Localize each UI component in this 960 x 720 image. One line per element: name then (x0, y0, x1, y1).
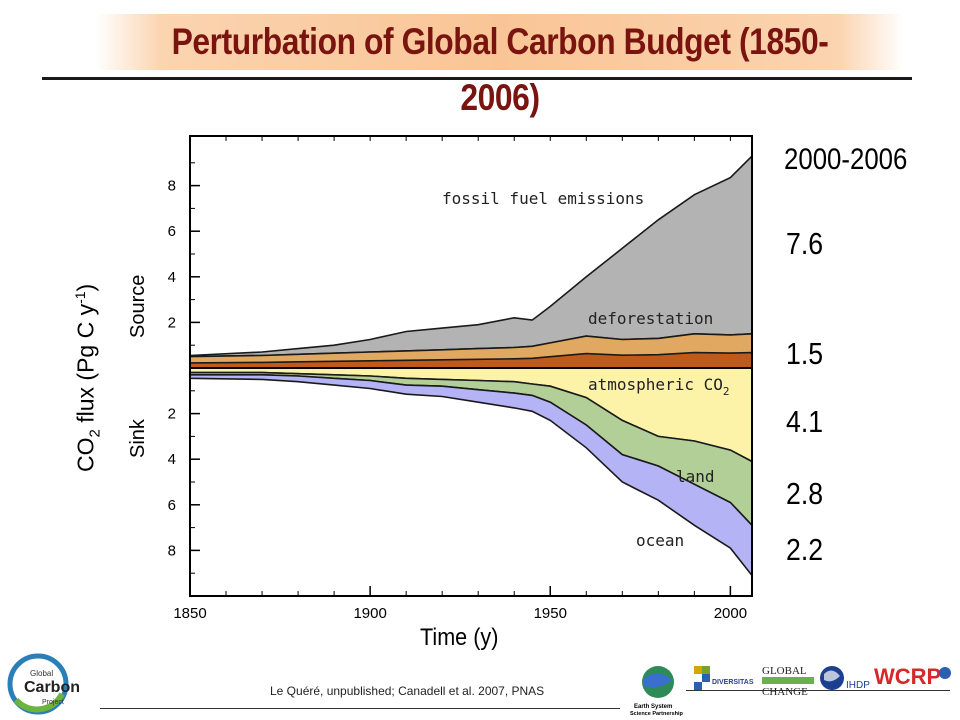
value-fossil: 7.6 (786, 226, 824, 261)
value-ocean: 2.2 (786, 532, 824, 567)
title-underline (42, 77, 912, 80)
essp-logo: Earth System Science Partnership (630, 666, 684, 717)
svg-text:Global: Global (30, 669, 53, 678)
value-land: 2.8 (786, 476, 824, 511)
ihdp-logo: IHDP (820, 666, 870, 691)
chart-areas (189, 154, 753, 578)
y-source-tick-label: 4 (168, 269, 176, 286)
plot-border (189, 135, 753, 597)
svg-text:GLOBAL: GLOBAL (762, 665, 807, 677)
igbp-global-change-logo: GLOBAL CHANGE (762, 665, 814, 698)
footer-divider-right (686, 690, 950, 691)
series-label-fossil-fuel-emissions: fossil fuel emissions (442, 189, 644, 208)
svg-text:Carbon: Carbon (24, 679, 80, 696)
y-sink-tick-label: 8 (168, 542, 176, 559)
svg-text:DIVERSITAS: DIVERSITAS (712, 679, 754, 686)
slide-title: Perturbation of Global Carbon Budget (18… (171, 21, 829, 118)
x-tick-label: 2000 (714, 605, 747, 622)
svg-text:WCRP: WCRP (874, 664, 941, 689)
x-tick-label: 1900 (353, 605, 386, 622)
x-tick-label: 1950 (534, 605, 567, 622)
y-sink-tick-label: 4 (168, 451, 176, 468)
svg-text:IHDP: IHDP (846, 680, 870, 691)
svg-text:Earth System: Earth System (634, 704, 672, 710)
y-sink-tick-label: 2 (168, 406, 176, 423)
chart-frame (189, 135, 753, 597)
series-label-land: land (676, 467, 715, 486)
chart-ticks: 1850 1900 1950 2000 2 4 6 8 2 4 6 8 (168, 136, 747, 622)
footer-divider (100, 708, 620, 709)
x-axis-label: Time (y) (420, 624, 499, 651)
y-sink-tick-label: 6 (168, 497, 176, 514)
series-label-deforestation: deforestation (588, 309, 713, 328)
y-source-tick-label: 2 (168, 314, 176, 331)
svg-text:Science Partnership: Science Partnership (630, 711, 684, 717)
y-axis-label: CO2 flux (Pg C y-1) (72, 283, 104, 472)
chart-series-labels: fossil fuel emissions deforestation atmosp… (442, 189, 729, 550)
y-source-tick-label: 6 (168, 223, 176, 240)
global-carbon-project-logo: Global Carbon Project (7, 653, 80, 715)
sink-label: Sink (127, 419, 149, 458)
svg-text:CHANGE: CHANGE (762, 686, 808, 698)
source-label: Source (127, 274, 149, 338)
wcrp-logo: WCRP (874, 664, 951, 689)
value-atmospheric: 4.1 (786, 404, 824, 439)
series-label-ocean: ocean (636, 531, 684, 550)
series-label-atmospheric-co2: atmospheric CO2 (588, 375, 729, 398)
value-deforestation: 1.5 (786, 336, 824, 371)
period-header: 2000-2006 (784, 143, 908, 176)
citation: Le Quéré, unpublished; Canadell et al. 2… (270, 684, 545, 698)
title-background (96, 14, 904, 70)
svg-text:Project: Project (42, 699, 64, 706)
x-tick-label: 1850 (173, 605, 206, 622)
y-source-tick-label: 8 (168, 178, 176, 195)
diversitas-logo: DIVERSITAS (694, 666, 754, 690)
